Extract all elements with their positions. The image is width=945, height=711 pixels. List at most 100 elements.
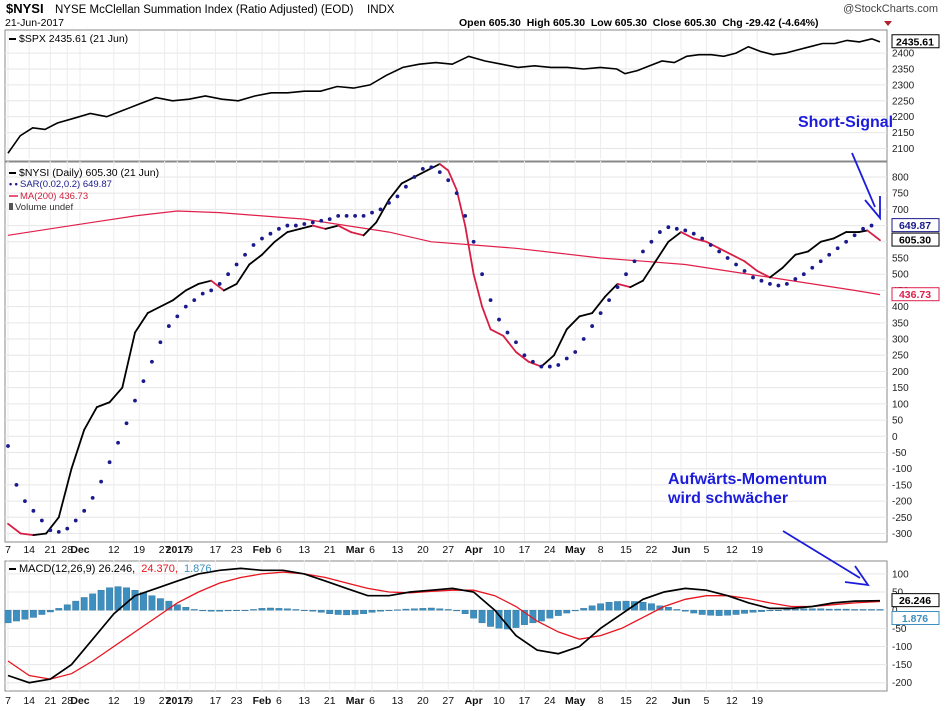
histogram-bar: [749, 609, 757, 613]
sar-dot: [742, 269, 747, 273]
nysi-line-segment: [807, 240, 822, 253]
nysi-line-segment: [172, 289, 187, 302]
momentum-arrowhead: [844, 565, 870, 587]
histogram-bar: [732, 609, 740, 615]
nysi-line-segment: [447, 169, 458, 191]
nysi-line-segment: [57, 467, 73, 519]
x-tick-label: 21: [44, 695, 56, 707]
sar-dot: [65, 526, 70, 531]
histogram-bar: [444, 609, 452, 611]
nysi-line-segment: [70, 428, 86, 470]
nysi-line-segment: [502, 334, 517, 353]
short-signal-label: Short-Signal: [798, 114, 893, 131]
nysi-y-tick-label: 750: [892, 189, 909, 200]
nysi-line-segment: [705, 240, 721, 250]
nysi-y-tick-label: 0: [892, 432, 898, 443]
nysi-line-segment: [781, 253, 797, 269]
sar-dot: [708, 243, 713, 247]
histogram-bar: [148, 595, 156, 611]
histogram-bar: [317, 609, 325, 613]
spx-y-tick-label: 2150: [892, 128, 915, 139]
sar-dot: [564, 356, 569, 361]
histogram-bar: [21, 609, 29, 620]
macd-legend-main: MACD(12,26,9) 26.246,: [19, 563, 135, 575]
sar-dot: [285, 223, 290, 228]
sar-dot: [158, 340, 163, 345]
nysi-last-value: 605.30: [899, 235, 931, 247]
x-tick-label: 13: [298, 544, 310, 556]
histogram-bar: [563, 609, 571, 614]
nysi-y-tick-label: 700: [892, 205, 909, 216]
sar-dot: [327, 217, 332, 222]
quote-line: Open 605.30 High 605.30 Low 605.30 Close…: [459, 17, 819, 29]
nysi-line-segment: [455, 189, 467, 227]
nysi-line-segment: [108, 386, 124, 404]
nysi-y-tick-label: -250: [892, 513, 912, 524]
nysi-line-segment: [481, 305, 492, 331]
x-tick-label: 7: [5, 544, 11, 556]
nysi-line-segment: [629, 279, 644, 289]
nysi-line-segment: [7, 522, 22, 535]
nysi-line-segment: [819, 237, 835, 243]
x-tick-label: 12: [726, 544, 738, 556]
histogram-bar: [4, 609, 12, 624]
sar-dot: [827, 252, 832, 257]
x-tick-label: 17: [210, 695, 222, 707]
sar-dot: [404, 184, 408, 189]
histogram-bar: [80, 597, 88, 611]
histogram-bar: [410, 608, 418, 611]
sar-dot: [293, 223, 298, 228]
sar-dot: [31, 508, 36, 513]
histogram-bar: [419, 608, 427, 611]
macd-y-tick-label: -200: [892, 678, 912, 689]
x-tick-label: 13: [392, 695, 404, 707]
x-tick-label: 19: [751, 544, 763, 556]
x-tick-label: 6: [276, 695, 282, 707]
histogram-bar: [791, 608, 799, 611]
x-tick-label: 8: [598, 695, 604, 707]
histogram-bar: [597, 603, 605, 611]
sar-dot: [768, 282, 772, 286]
histogram-bar: [275, 608, 283, 611]
sar-dot: [234, 262, 239, 267]
histogram-bar: [758, 609, 765, 612]
x-tick-label: 17: [210, 544, 222, 556]
histogram-bar: [343, 609, 351, 616]
x-tick-label: 10: [493, 544, 505, 556]
sar-dot: [641, 249, 645, 254]
nysi-line-segment: [654, 240, 670, 263]
sar-dot: [226, 272, 231, 277]
sar-dot: [395, 194, 400, 199]
short-signal-arrowhead: [864, 196, 881, 221]
sar-dot: [319, 218, 324, 223]
sar-dot: [243, 252, 247, 257]
histogram-last-value-box: [891, 610, 940, 625]
nysi-y-tick-label: -50: [892, 448, 907, 459]
sar-dot: [310, 220, 315, 225]
sar-dot: [776, 283, 781, 288]
spx-price-line: [7, 37, 881, 154]
sar-dot: [454, 191, 459, 196]
histogram-bar: [461, 609, 469, 615]
x-tick-label: 10: [493, 695, 505, 707]
histogram-bar: [859, 609, 867, 611]
x-tick-label: 22: [646, 695, 658, 707]
nysi-line-segment: [472, 273, 483, 308]
gridlines: [5, 31, 887, 691]
spx-y-tick-label: 2300: [892, 80, 915, 91]
histogram-bar: [182, 607, 190, 611]
sar-dot: [691, 231, 696, 236]
histogram-bar: [698, 609, 706, 615]
spx-y-tick-label: 2350: [892, 64, 915, 75]
nysi-y-tick-label: 250: [892, 351, 909, 362]
sar-dot: [420, 166, 425, 171]
chart-symbol: $NYSI: [6, 1, 44, 16]
sar-dot: [56, 529, 61, 534]
histogram-bar: [368, 609, 376, 613]
x-tick-label: Mar: [346, 544, 365, 556]
sar-dot: [615, 285, 620, 290]
histogram-bar: [165, 600, 173, 611]
sar-dot: [412, 175, 417, 179]
sar-dot: [39, 518, 44, 523]
sar-dot: [751, 275, 755, 280]
